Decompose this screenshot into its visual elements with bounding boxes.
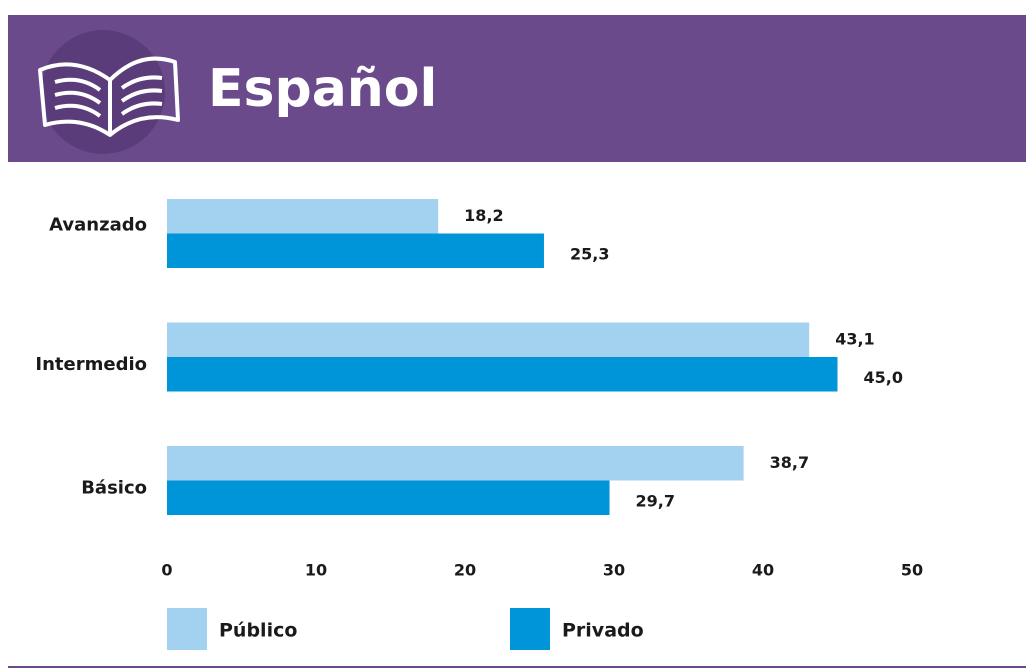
value-label: 18,2: [464, 206, 503, 225]
bar: [167, 322, 810, 357]
value-label: 45,0: [864, 368, 903, 387]
chart-title: Español: [208, 59, 437, 119]
value-label: 38,7: [770, 453, 809, 472]
legend-swatch: [510, 608, 550, 650]
bar: [167, 480, 610, 515]
bar: [167, 357, 838, 392]
legend-label: Público: [219, 620, 297, 642]
x-tick-label: 50: [901, 561, 923, 580]
legend-label: Privado: [562, 620, 644, 642]
bar: [167, 199, 439, 234]
x-tick-label: 10: [305, 561, 327, 580]
y-tick-label: Intermedio: [35, 354, 147, 375]
bar: [167, 446, 744, 481]
x-tick-label: 0: [161, 561, 172, 580]
legend-swatch: [167, 608, 207, 650]
x-tick-label: 20: [454, 561, 476, 580]
value-label: 43,1: [835, 329, 874, 348]
value-label: 29,7: [636, 491, 675, 510]
x-tick-label: 40: [752, 561, 774, 580]
y-tick-label: Básico: [81, 478, 147, 499]
book-icon: [38, 56, 180, 137]
y-tick-label: Avanzado: [49, 215, 147, 236]
value-label: 25,3: [570, 244, 609, 263]
bar: [167, 233, 544, 268]
x-tick-label: 30: [603, 561, 625, 580]
